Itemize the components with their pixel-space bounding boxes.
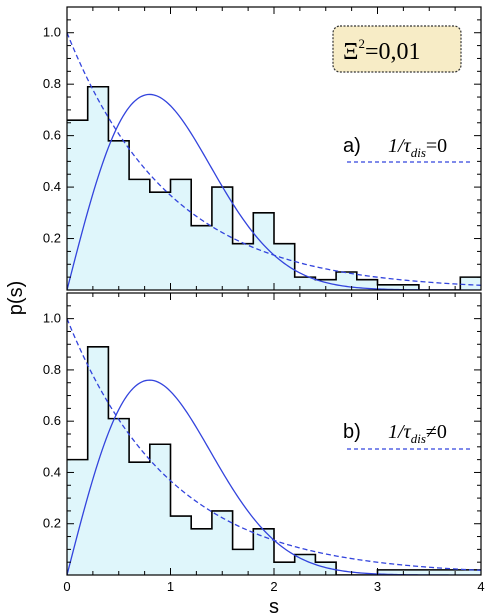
x-tick-label: 3 bbox=[374, 579, 381, 594]
y-tick-label: 0.4 bbox=[43, 464, 61, 479]
plot-area bbox=[67, 318, 481, 575]
svg-text:1/τdis≠0: 1/τdis≠0 bbox=[388, 421, 447, 446]
xi-annotation: Ξ2=0,01 bbox=[332, 25, 462, 73]
histogram-fill bbox=[67, 86, 481, 290]
xi-annotation-box bbox=[332, 25, 462, 73]
panel-b: 0.2 0.4 0.6 0.8 1.0 0 1 2 3 4 bbox=[43, 292, 485, 594]
y-tick-label: 0.4 bbox=[43, 179, 61, 194]
y-axis-label: p(s) bbox=[5, 281, 27, 315]
formula-a-sub: dis bbox=[411, 145, 426, 160]
x-tick-label: 4 bbox=[477, 579, 484, 594]
x-tick-label: 1 bbox=[167, 579, 174, 594]
x-axis-label: s bbox=[269, 596, 279, 616]
legend-a: a) 1/τdis=0 bbox=[343, 135, 470, 163]
ticks bbox=[66, 6, 482, 290]
y-tick-label: 1.0 bbox=[43, 25, 61, 40]
panel-a: 0.2 0.4 0.6 0.8 1.0 bbox=[43, 6, 482, 291]
y-tick-label: 0.6 bbox=[43, 413, 61, 428]
svg-text:1/τdis=0: 1/τdis=0 bbox=[388, 135, 447, 160]
y-tick-label: 0.8 bbox=[43, 362, 61, 377]
panel-label-b: b) bbox=[343, 421, 361, 443]
y-tick-label: 0.6 bbox=[43, 128, 61, 143]
histogram-fill bbox=[67, 346, 481, 575]
formula-b-suffix: ≠0 bbox=[426, 421, 447, 443]
xi-superscript: 2 bbox=[358, 36, 365, 51]
y-tick-label: 0.2 bbox=[43, 516, 61, 531]
histogram-steps bbox=[67, 85, 481, 290]
xi-symbol: Ξ bbox=[343, 39, 358, 65]
xi-value: =0,01 bbox=[365, 39, 421, 65]
formula-b-prefix: 1/τ bbox=[388, 421, 412, 443]
panel-label-a: a) bbox=[343, 135, 361, 157]
formula-a-suffix: =0 bbox=[426, 135, 447, 157]
y-tick-label: 1.0 bbox=[43, 311, 61, 326]
x-tick-label: 2 bbox=[270, 579, 277, 594]
formula-b-sub: dis bbox=[411, 431, 426, 446]
y-tick-label: 0.2 bbox=[43, 231, 61, 246]
x-tick-label: 0 bbox=[63, 579, 70, 594]
formula-a-prefix: 1/τ bbox=[388, 135, 412, 157]
ticks bbox=[66, 292, 482, 575]
legend-b: b) 1/τdis≠0 bbox=[343, 421, 470, 450]
y-tick-label: 0.8 bbox=[43, 76, 61, 91]
svg-text:Ξ2=0,01: Ξ2=0,01 bbox=[343, 36, 420, 65]
